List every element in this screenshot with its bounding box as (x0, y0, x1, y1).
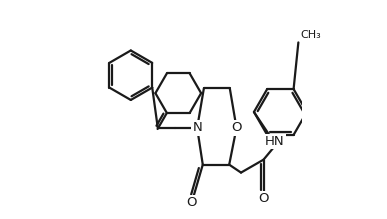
Text: O: O (231, 121, 242, 134)
Text: O: O (258, 192, 269, 205)
Text: CH₃: CH₃ (300, 30, 321, 40)
Text: N: N (192, 121, 202, 134)
Text: HN: HN (265, 135, 284, 148)
Text: O: O (186, 196, 197, 209)
